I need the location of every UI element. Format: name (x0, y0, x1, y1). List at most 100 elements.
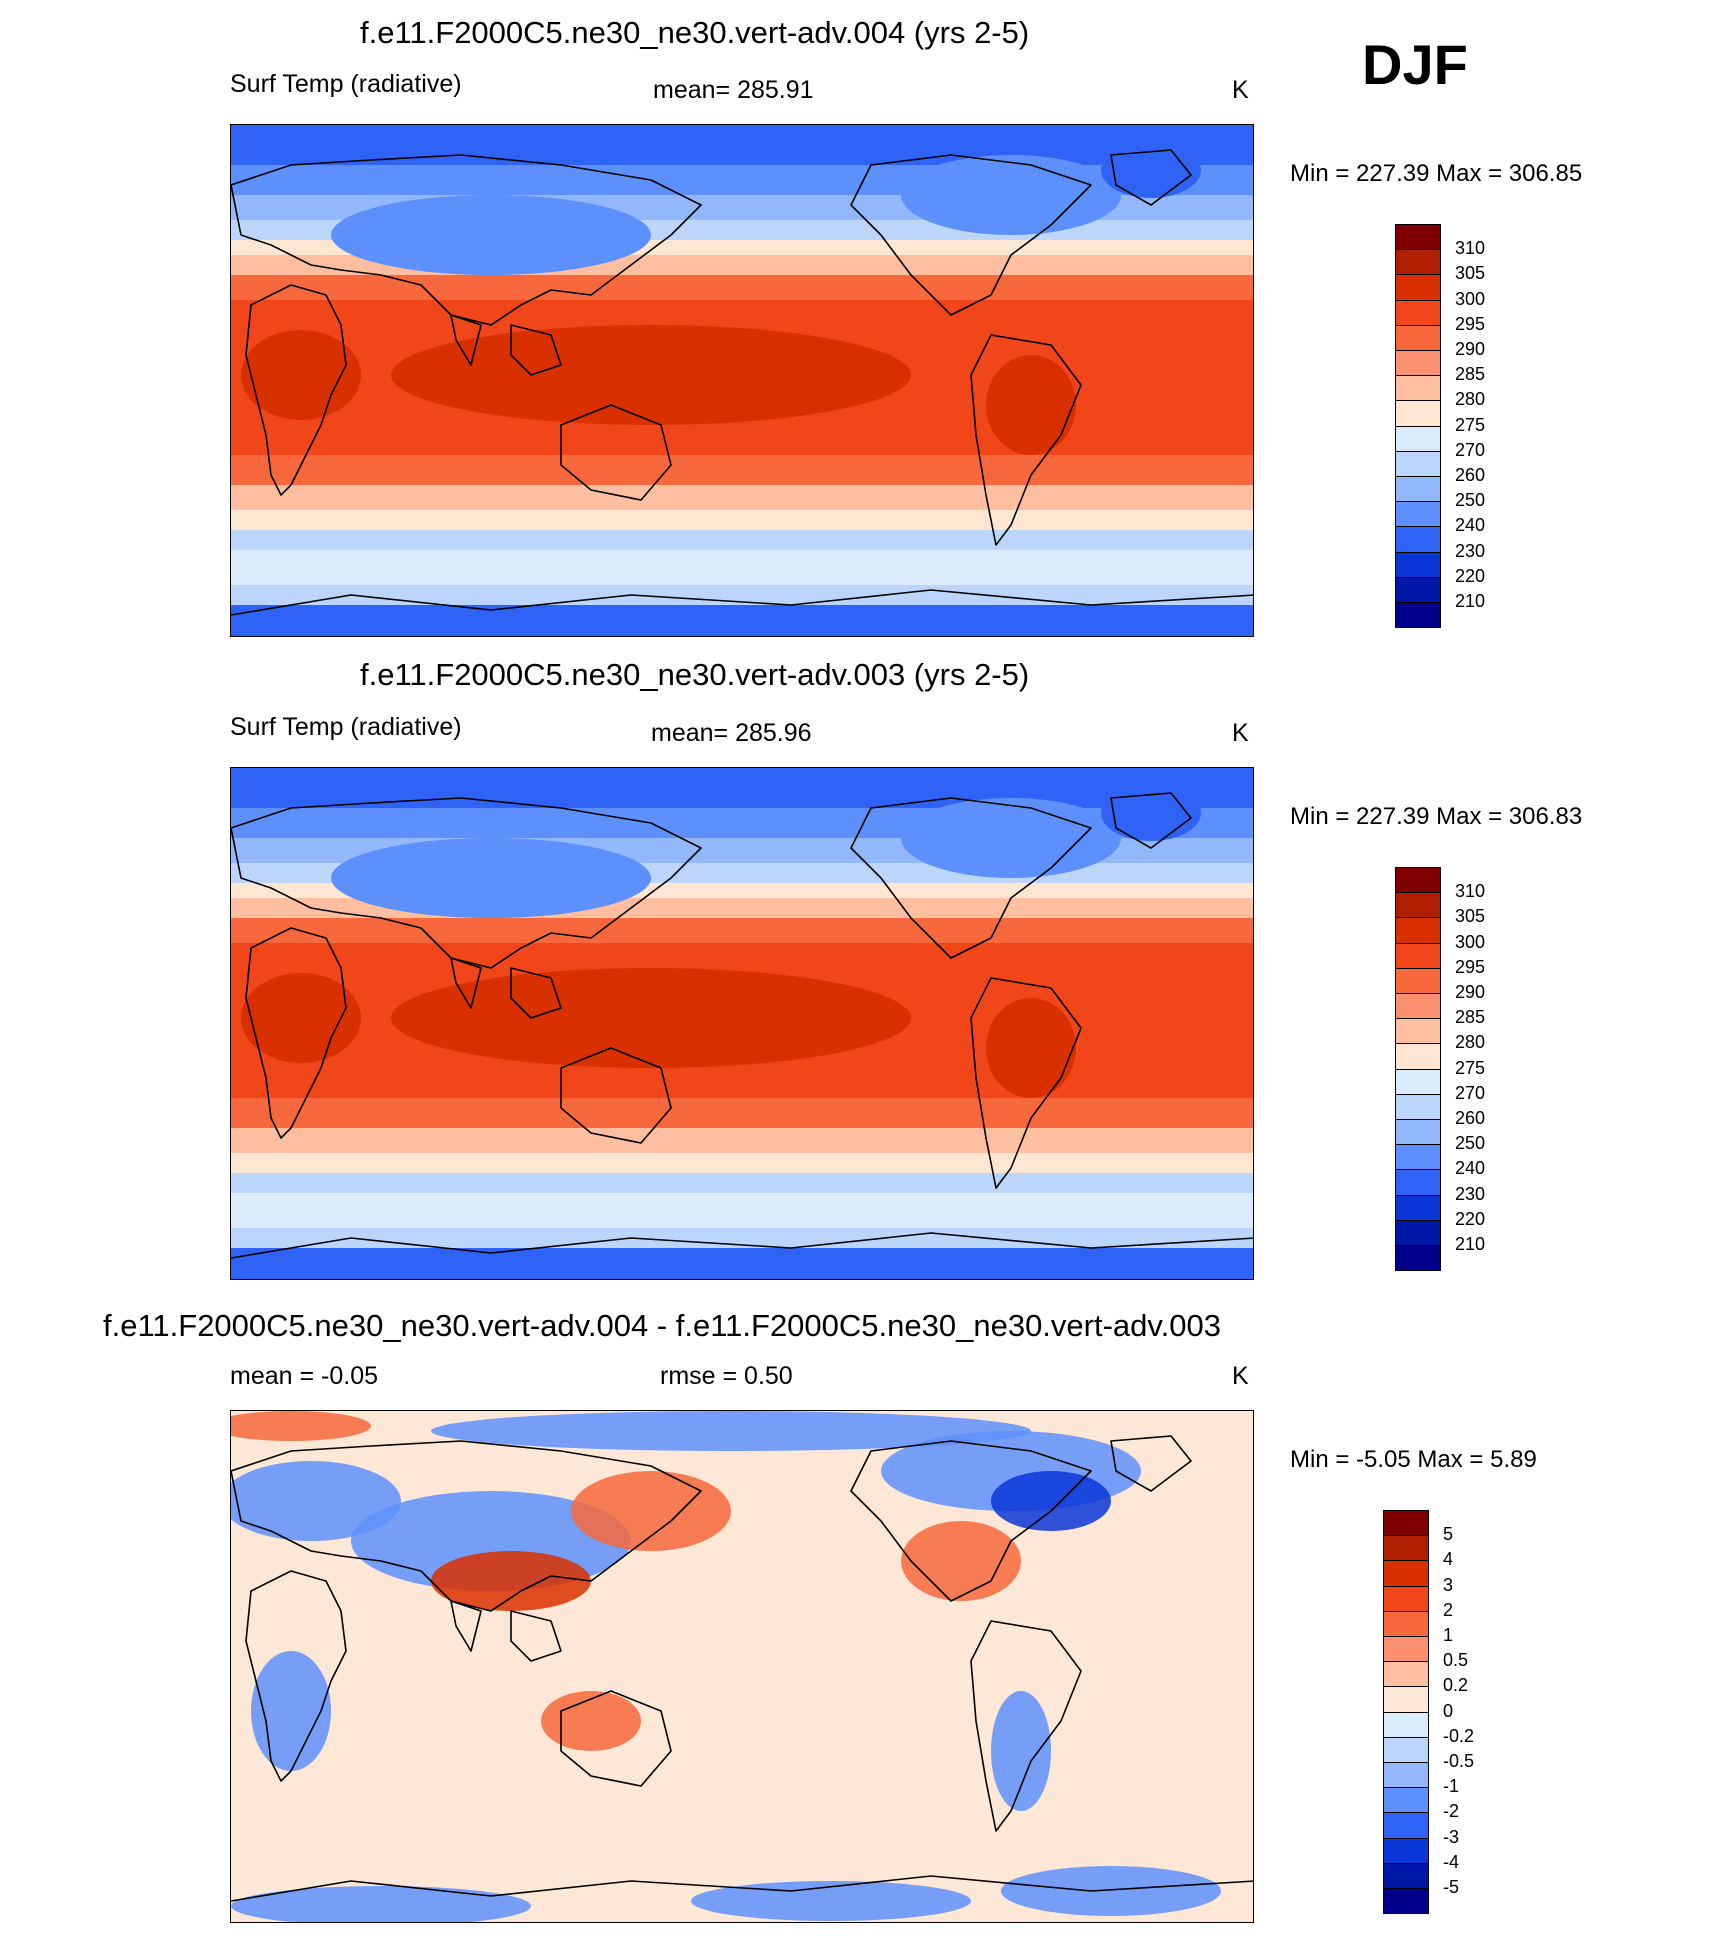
coastline-4 (560, 1690, 672, 1787)
temp-band-14 (231, 605, 1253, 636)
colorbar-tick-label: 2 (1443, 1599, 1454, 1620)
colorbar-tick-label: 250 (1455, 490, 1486, 511)
colorbar-swatch (1383, 1888, 1429, 1915)
temp-band-0 (231, 125, 1253, 166)
coastline-2 (450, 1600, 482, 1652)
colorbar-tick-label: 5 (1443, 1524, 1454, 1545)
panel1-temperature-field (231, 125, 1253, 636)
coastline-8 (231, 1232, 1253, 1259)
colorbar-swatch (1383, 1636, 1429, 1663)
colorbar-swatch (1383, 1762, 1429, 1789)
coastline-2 (450, 314, 482, 366)
panel3-title: f.e11.F2000C5.ne30_ne30.vert-adv.004 - f… (103, 1308, 1221, 1343)
panel3-map-svg (231, 1411, 1253, 1922)
colorbar-tick-label: 240 (1455, 1158, 1486, 1179)
coastline-4 (560, 404, 672, 501)
warm-pool-south-america (986, 998, 1076, 1098)
colorbar-tick-label: 305 (1455, 263, 1486, 284)
colorbar-tick-label: 4 (1443, 1549, 1454, 1570)
diff-anomaly-10 (231, 1886, 531, 1922)
colorbar-swatch (1395, 1194, 1441, 1221)
colorbar-swatch (1395, 967, 1441, 994)
colorbar-tick-label: 270 (1455, 1082, 1486, 1103)
panel1-variable-label: Surf Temp (radiative) (230, 70, 462, 98)
colorbar-swatch (1395, 375, 1441, 402)
colorbar-tick-label: 270 (1455, 439, 1486, 460)
coastline-4 (560, 1047, 672, 1144)
panel1-map-svg (231, 125, 1253, 636)
temp-band-13 (231, 1228, 1253, 1249)
panel1-mean-label: mean= 285.91 (653, 76, 814, 104)
colorbar-swatch (1383, 1535, 1429, 1562)
colorbar-swatch (1395, 1169, 1441, 1196)
panel2-temperature-field (231, 768, 1253, 1279)
colorbar-swatch (1395, 1068, 1441, 1095)
panel2-minmax: Min = 227.39 Max = 306.83 (1290, 803, 1583, 830)
colorbar-tick-label: 230 (1455, 1183, 1486, 1204)
colorbar-swatch (1383, 1736, 1429, 1763)
colorbar-tick-label: -4 (1443, 1851, 1460, 1872)
colorbar-swatch (1395, 299, 1441, 326)
colorbar-tick-label: 220 (1455, 565, 1486, 586)
coastline-8 (231, 1875, 1253, 1902)
temp-band-14 (231, 1248, 1253, 1279)
colorbar-swatch (1383, 1787, 1429, 1814)
colorbar-swatch (1395, 324, 1441, 351)
coastline-7 (1110, 792, 1192, 849)
coastline-1 (231, 797, 702, 969)
cold-north-america (901, 798, 1121, 878)
panel2-coastlines (231, 792, 1253, 1259)
panel2-variable-label: Surf Temp (radiative) (230, 713, 462, 741)
cold-asia (331, 838, 651, 918)
coastline-5 (850, 1440, 1092, 1602)
panel2-title: f.e11.F2000C5.ne30_ne30.vert-adv.003 (yr… (360, 657, 1030, 692)
colorbar-swatch (1383, 1837, 1429, 1864)
panel1-title: f.e11.F2000C5.ne30_ne30.vert-adv.004 (yr… (360, 15, 1030, 50)
colorbar-swatch (1383, 1661, 1429, 1688)
coastline-8 (231, 589, 1253, 616)
diff-anomaly-6 (901, 1521, 1021, 1601)
temp-band-13 (231, 585, 1253, 606)
colorbar-tick-label: 300 (1455, 288, 1486, 309)
colorbar-tick-label: 240 (1455, 515, 1486, 536)
coastline-7 (1110, 1435, 1192, 1492)
colorbar-tick-label: 0.5 (1443, 1650, 1469, 1671)
diff-anomaly-11 (691, 1881, 971, 1921)
colorbar-tick-label: 280 (1455, 389, 1486, 410)
temp-band-9 (231, 485, 1253, 511)
colorbar-swatch (1395, 450, 1441, 477)
colorbar-swatch (1395, 501, 1441, 528)
temp-band-10 (231, 510, 1253, 531)
colorbar-swatch (1383, 1510, 1429, 1537)
colorbar-tick-label: 230 (1455, 540, 1486, 561)
warm-pool-west-pacific (391, 325, 911, 425)
diff-anomaly-7 (251, 1651, 331, 1771)
colorbar-swatch (1395, 1018, 1441, 1045)
warm-pool-south-america (986, 355, 1076, 455)
colorbar-tick-label: 285 (1455, 364, 1486, 385)
colorbar-tick-label: 220 (1455, 1208, 1486, 1229)
colorbar-swatch (1383, 1711, 1429, 1738)
colorbar-tick-label: 305 (1455, 906, 1486, 927)
colorbar-swatch (1395, 602, 1441, 629)
coastline-6 (970, 334, 1082, 546)
colorbar-swatch (1395, 1119, 1441, 1146)
colorbar-tick-label: -2 (1443, 1801, 1460, 1822)
colorbar-swatch (1395, 1219, 1441, 1246)
colorbar-swatch (1395, 400, 1441, 427)
temp-band-6 (231, 275, 1253, 301)
coastline-5 (850, 797, 1092, 959)
colorbar-tick-label: 260 (1455, 465, 1486, 485)
temp-band-11 (231, 530, 1253, 551)
colorbar-tick-label: 0 (1443, 1700, 1454, 1721)
temp-band-10 (231, 1153, 1253, 1174)
season-label: DJF (1362, 33, 1468, 96)
diff-anomaly-2 (571, 1471, 731, 1551)
panel2-map (230, 767, 1254, 1280)
colorbar-tick-label: 310 (1455, 881, 1486, 902)
colorbar-swatch (1395, 249, 1441, 276)
colorbar-tick-label: 295 (1455, 956, 1486, 977)
colorbar-swatch (1395, 551, 1441, 578)
panel2-units-label: K (1232, 719, 1249, 747)
colorbar-tick-label: -3 (1443, 1826, 1460, 1847)
